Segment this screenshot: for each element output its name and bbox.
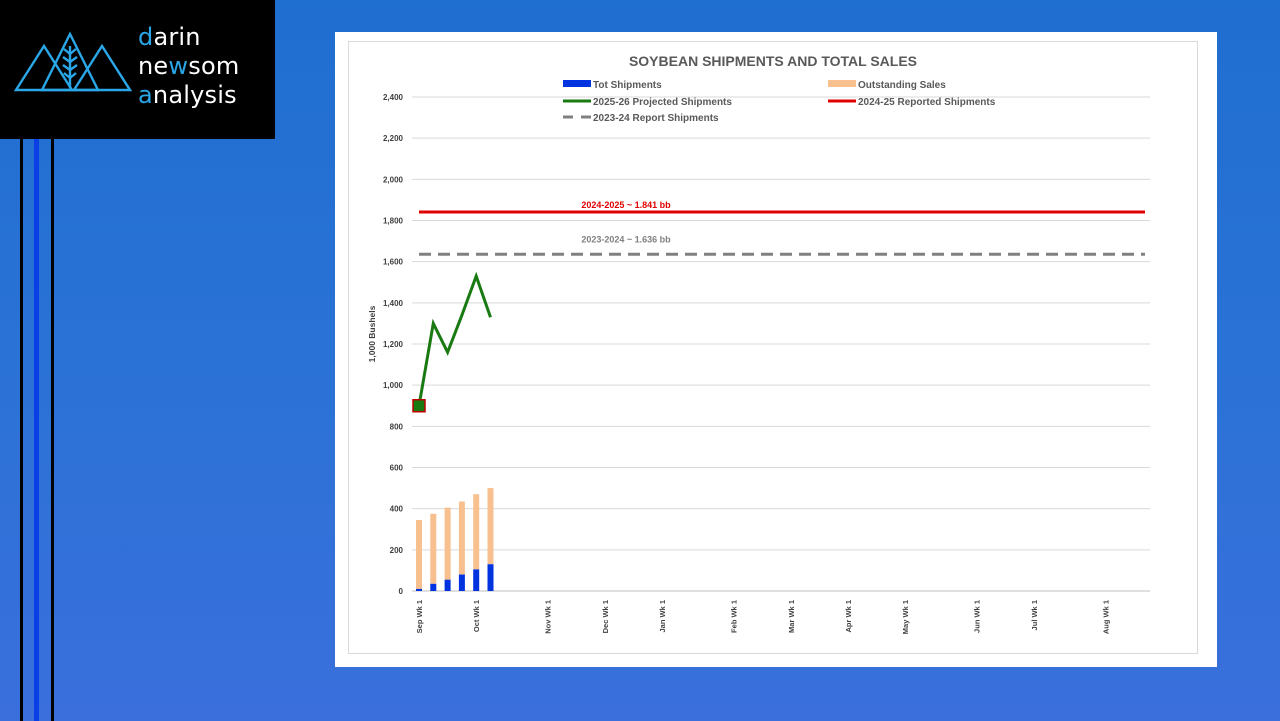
tot-shipments-bar (416, 588, 422, 591)
annotation-2023-24: 2023-2024 ~ 1.636 bb (581, 234, 671, 244)
tot-shipments-bar (487, 564, 494, 591)
x-tick-labels: Sep Wk 1 Oct Wk 1 Nov Wk 1 Dec Wk 1 Jan Wk 1… (415, 600, 1110, 634)
legend-label: 2023-24 Report Shipments (593, 113, 719, 124)
chart-title: SOYBEAN SHIPMENTS AND TOTAL SALES (629, 53, 917, 69)
y-tick-label: 2,400 (383, 93, 404, 102)
tot-shipments-bar (430, 583, 437, 591)
y-tick-label: 0 (399, 587, 404, 596)
x-tick-label: Oct Wk 1 (472, 600, 481, 632)
outstanding-sales-bar (430, 513, 437, 584)
x-tick-label: Sep Wk 1 (415, 600, 424, 633)
legend: Tot Shipments Outstanding Sales 2025-26 Pr… (563, 80, 996, 124)
y-tick-label: 1,200 (383, 340, 404, 349)
brand-name: darin newsom analysis (138, 23, 240, 109)
reference-lines (419, 210, 1145, 256)
gridlines (412, 96, 1150, 592)
x-tick-label: Jul Wk 1 (1030, 600, 1039, 630)
x-tick-label: Jun Wk 1 (973, 600, 982, 633)
y-tick-label: 400 (390, 505, 404, 514)
y-axis-label: 1,000 Bushels (367, 305, 377, 362)
tot-shipments-bar (444, 579, 451, 591)
logo-panel: darin newsom analysis (0, 0, 275, 139)
legend-swatch (563, 80, 591, 87)
annotations: 2024-2025 ~ 1.841 bb 2023-2024 ~ 1.636 bb (581, 200, 671, 244)
legend-label: Outstanding Sales (858, 80, 946, 91)
y-tick-label: 1,800 (383, 217, 404, 226)
x-tick-label: Nov Wk 1 (544, 600, 553, 634)
legend-label: Tot Shipments (593, 80, 662, 91)
x-tick-label: Feb Wk 1 (730, 600, 739, 633)
start-point-marker (412, 399, 426, 413)
chart-frame (348, 41, 1198, 654)
x-tick-label: Dec Wk 1 (601, 600, 610, 633)
y-tick-label: 1,000 (383, 381, 404, 390)
projected-shipments-line (417, 271, 492, 407)
x-tick-label: May Wk 1 (901, 600, 910, 634)
y-tick-labels: 0 200 400 600 800 1,000 1,200 1,400 1,600 1,800 2,… (383, 93, 404, 596)
outstanding-sales-bar (487, 488, 494, 565)
outstanding-sales-bar (473, 494, 480, 570)
y-tick-label: 2,200 (383, 134, 404, 143)
decor-line-blue (34, 139, 39, 721)
y-tick-label: 200 (390, 546, 404, 555)
y-tick-label: 1,600 (383, 258, 404, 267)
x-tick-label: Apr Wk 1 (844, 600, 853, 633)
tot-shipments-bar (458, 574, 465, 591)
legend-swatch (828, 80, 856, 87)
x-tick-label: Mar Wk 1 (787, 600, 796, 633)
outstanding-sales-bar (444, 507, 451, 580)
y-tick-label: 1,400 (383, 299, 404, 308)
x-tick-label: Jan Wk 1 (658, 600, 667, 633)
y-tick-label: 800 (390, 422, 404, 431)
legend-label: 2025-26 Projected Shipments (593, 97, 732, 108)
legend-label: 2024-25 Reported Shipments (858, 97, 996, 108)
outstanding-sales-bar (416, 519, 422, 589)
line-series (412, 271, 492, 413)
mountain-logo-icon (14, 31, 132, 92)
x-tick-label: Aug Wk 1 (1101, 600, 1110, 634)
decor-line-black-1 (20, 139, 23, 721)
annotation-2024-25: 2024-2025 ~ 1.841 bb (581, 200, 671, 210)
y-tick-label: 600 (390, 464, 404, 473)
y-tick-label: 2,000 (383, 175, 404, 184)
tot-shipments-bar (473, 569, 480, 591)
decor-line-black-2 (51, 139, 54, 721)
bar-series (416, 488, 494, 591)
outstanding-sales-bar (458, 501, 465, 575)
